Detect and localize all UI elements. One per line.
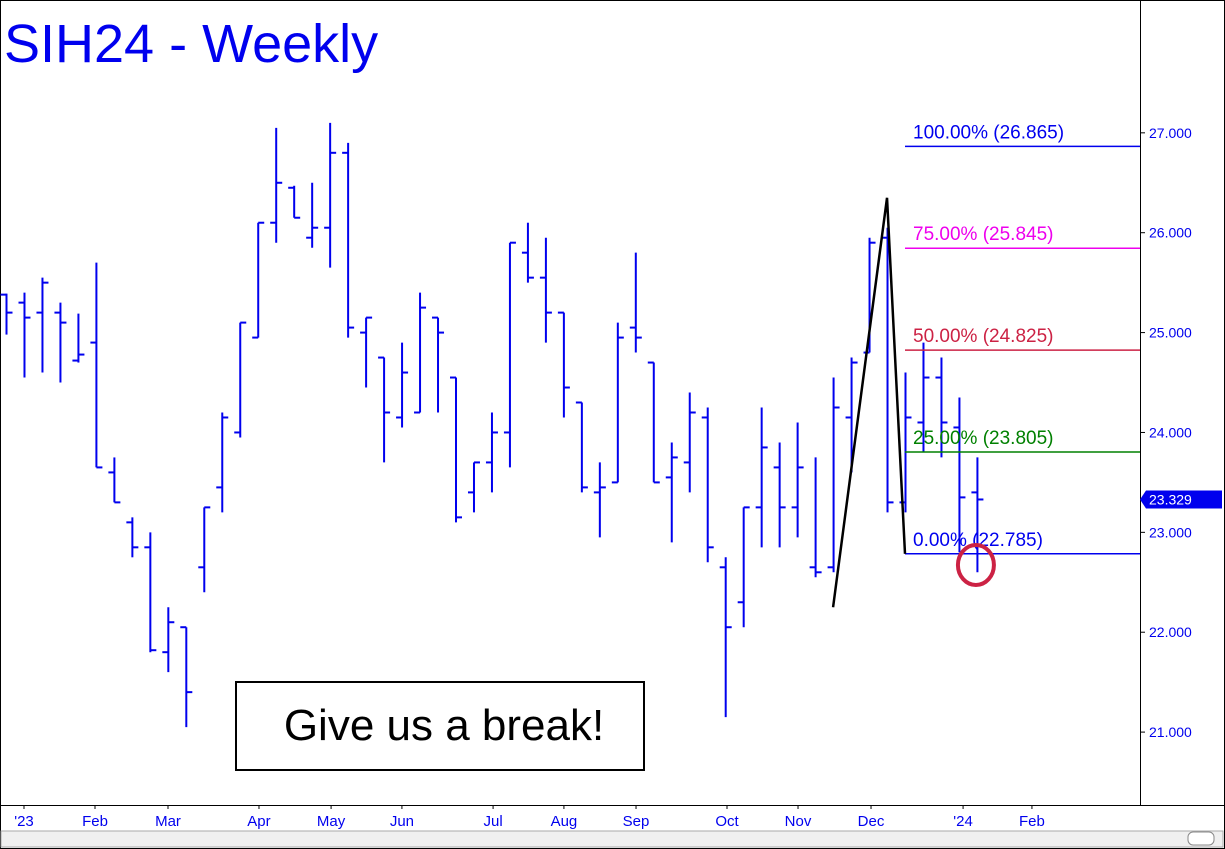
x-tick-label: Apr: [247, 813, 270, 830]
x-tick-label: Mar: [155, 813, 181, 830]
x-tick-label: May: [317, 813, 346, 830]
scrollbar[interactable]: [0, 830, 1224, 848]
annotation-text: Give us a break!: [284, 701, 604, 750]
y-tick-label: 21.000: [1149, 724, 1192, 740]
x-tick-label: Nov: [785, 813, 812, 830]
fib-level-label: 25.00% (23.805): [913, 428, 1054, 449]
x-tick-label: Feb: [1019, 813, 1045, 830]
last-price-tag: [1140, 490, 1222, 509]
x-tick-label: Jun: [390, 813, 414, 830]
x-tick-label: '23: [14, 813, 34, 830]
x-tick-label: '24: [953, 813, 973, 830]
annotation-box: [235, 681, 645, 771]
x-tick-label: Oct: [715, 813, 739, 830]
x-tick-label: Dec: [858, 813, 885, 830]
fib-level-label: 75.00% (25.845): [913, 224, 1054, 245]
x-tick-label: Aug: [551, 813, 578, 830]
y-tick-label: 24.000: [1149, 424, 1192, 440]
chart-title: SIH24 - Weekly: [4, 14, 378, 74]
fib-level-label: 100.00% (26.865): [913, 122, 1064, 143]
y-tick-label: 25.000: [1149, 325, 1192, 341]
x-tick-label: Sep: [623, 813, 650, 830]
fib-level-label: 0.00% (22.785): [913, 530, 1043, 551]
x-tick-label: Feb: [82, 813, 108, 830]
last-price-label: 23.329: [1149, 491, 1192, 507]
pattern-line: [831, 197, 907, 608]
y-tick-label: 23.000: [1149, 524, 1192, 540]
x-tick-label: Jul: [483, 813, 502, 830]
y-tick-label: 27.000: [1149, 125, 1192, 141]
fib-level-label: 50.00% (24.825): [913, 326, 1054, 347]
scrollbar-thumb[interactable]: [1187, 831, 1215, 846]
y-tick-label: 22.000: [1149, 624, 1192, 640]
y-tick-label: 26.000: [1149, 225, 1192, 241]
highlight-circle: [955, 543, 996, 587]
